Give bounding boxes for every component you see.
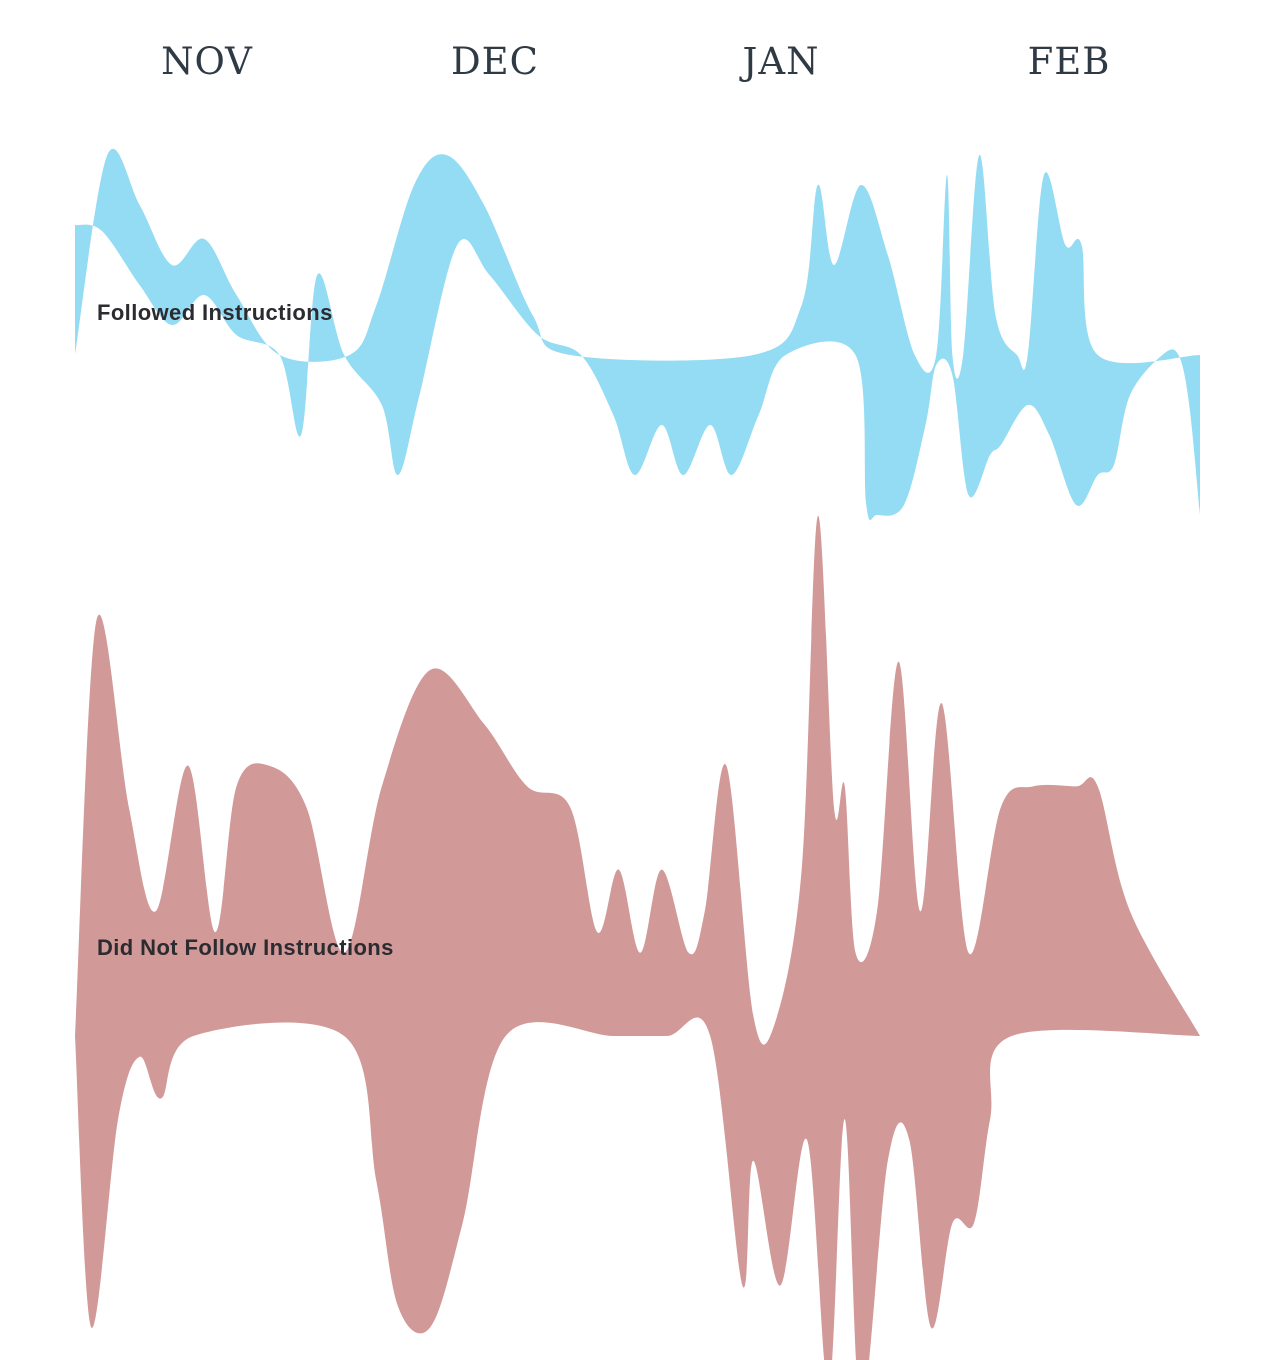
month-label-jan: JAN bbox=[739, 40, 820, 83]
month-label-nov: NOV bbox=[161, 40, 253, 83]
series-label-not-followed: Did Not Follow Instructions bbox=[97, 935, 394, 960]
month-label-feb: FEB bbox=[1028, 40, 1111, 83]
series-area-followed bbox=[75, 148, 1200, 521]
series-area-not-followed bbox=[75, 515, 1200, 1360]
series-label-followed: Followed Instructions bbox=[97, 300, 333, 325]
month-label-dec: DEC bbox=[451, 40, 539, 83]
